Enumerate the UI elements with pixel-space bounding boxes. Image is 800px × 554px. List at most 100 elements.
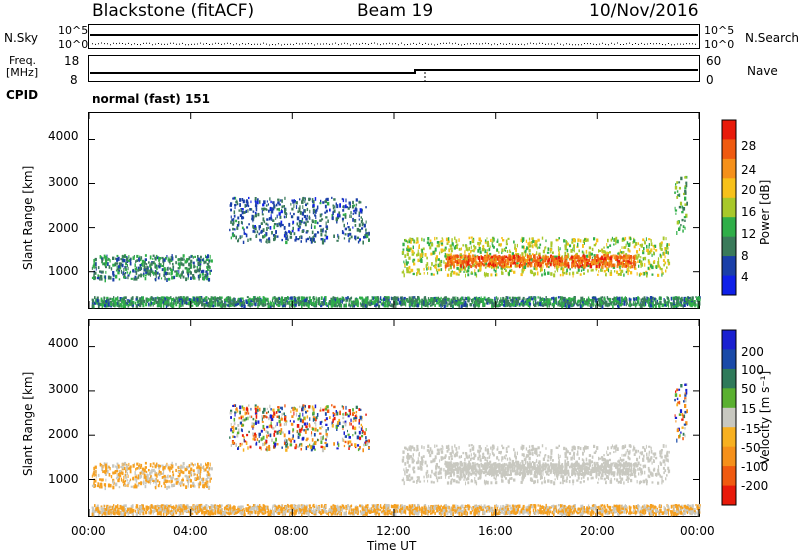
power-echo-cell [305, 238, 308, 243]
power-echo-cell [266, 302, 268, 305]
power-echo-cell [123, 276, 125, 279]
power-echo-cell [113, 296, 115, 299]
power-echo-cell [474, 301, 477, 305]
power-echo-cell [648, 244, 650, 249]
power-echo-cell [528, 249, 531, 253]
power-echo-cell [110, 267, 113, 271]
power-echo-cell [654, 265, 657, 269]
power-echo-cell [180, 273, 183, 277]
power-echo-cell [205, 300, 208, 305]
power-echo-cell [539, 259, 542, 263]
power-echo-cell [696, 298, 700, 302]
power-echo-cell [139, 255, 141, 259]
power-echo-cell [332, 302, 334, 307]
power-echo-cell [144, 277, 147, 281]
power-echo-cell [427, 237, 430, 241]
power-echo-cell [315, 298, 318, 303]
power-echo-cell [501, 301, 503, 306]
power-echo-cell [552, 251, 554, 254]
power-echo-cell [204, 298, 207, 302]
power-echo-cell [163, 258, 166, 262]
power-echo-cell [341, 217, 344, 221]
power-echo-cell [648, 238, 651, 241]
power-echo-cell [258, 228, 260, 231]
power-echo-cell [343, 237, 346, 240]
power-echo-cell [331, 196, 333, 199]
power-echo-cell [345, 204, 347, 209]
power-echo-cell [138, 259, 140, 263]
power-echo-cell [651, 302, 654, 306]
power-echo-cell [684, 185, 687, 188]
power-echo-cell [171, 298, 173, 303]
power-echo-cell [377, 302, 379, 306]
power-echo-cell [150, 296, 153, 300]
power-echo-cell [210, 259, 213, 263]
power-echo-cell [160, 298, 164, 303]
power-echo-cell [291, 207, 294, 211]
power-echo-cell [301, 200, 304, 204]
power-echo-cell [182, 269, 184, 274]
power-echo-cell [256, 230, 259, 234]
power-echo-cell [680, 303, 683, 307]
power-echo-cell [666, 243, 669, 247]
power-echo-cell [158, 265, 161, 269]
power-echo-cell [494, 269, 497, 273]
power-echo-cell [508, 272, 510, 276]
power-echo-cell [525, 302, 528, 306]
power-echo-cell [181, 300, 184, 305]
power-echo-cell [325, 221, 327, 226]
power-echo-cell [232, 227, 234, 231]
power-echo-cell [453, 261, 455, 265]
power-echo-cell [568, 272, 571, 276]
power-echo-cell [564, 247, 567, 251]
power-echo-cell [573, 244, 575, 249]
power-echo-cell [135, 277, 138, 281]
power-echo-cell [451, 262, 453, 266]
power-echo-cell [582, 244, 584, 248]
power-echo-cell [284, 208, 287, 212]
power-echo-cell [282, 302, 285, 305]
power-echo-cell [353, 304, 356, 308]
power-echo-cell [173, 275, 176, 279]
velocity-echo-cell [198, 485, 200, 489]
power-echo-cell [148, 302, 150, 305]
power-echo-cell [618, 254, 621, 259]
power-echo-cell [159, 263, 162, 268]
power-echo-cell [412, 258, 416, 262]
power-echo-cell [302, 205, 304, 209]
power-echo-cell [326, 304, 328, 307]
power-echo-cell [412, 245, 414, 249]
power-echo-cell [254, 230, 256, 234]
power-echo-cell [176, 271, 178, 275]
power-echo-cell [644, 256, 647, 261]
power-echo-cell [348, 201, 351, 205]
power-echo-cell [564, 265, 567, 269]
power-echo-cell [333, 234, 335, 238]
power-echo-cell [501, 248, 504, 253]
power-echo-cell [502, 262, 504, 266]
power-echo-cell [207, 254, 210, 258]
power-echo-cell [496, 248, 498, 252]
power-echo-cell [121, 298, 124, 302]
power-echo-cell [121, 263, 124, 268]
power-echo-cell [418, 245, 420, 249]
power-echo-cell [352, 302, 354, 306]
power-echo-cell [93, 276, 96, 280]
power-echo-cell [302, 196, 305, 200]
power-echo-cell [247, 301, 250, 306]
power-echo-cell [434, 263, 437, 266]
power-echo-cell [634, 266, 636, 269]
power-echo-cell [523, 267, 526, 271]
power-echo-cell [447, 255, 450, 257]
power-echo-cell [621, 296, 623, 301]
power-echo-cell [188, 298, 191, 302]
power-echo-cell [539, 256, 542, 260]
power-echo-cell [537, 238, 540, 242]
power-echo-cell [115, 257, 117, 260]
power-echo-cell [294, 238, 297, 242]
power-echo-cell [250, 302, 253, 306]
velocity-echo-cell [157, 479, 159, 483]
power-echo-cell [234, 205, 236, 210]
power-echo-cell [583, 242, 585, 245]
power-echo-cell [450, 262, 452, 266]
